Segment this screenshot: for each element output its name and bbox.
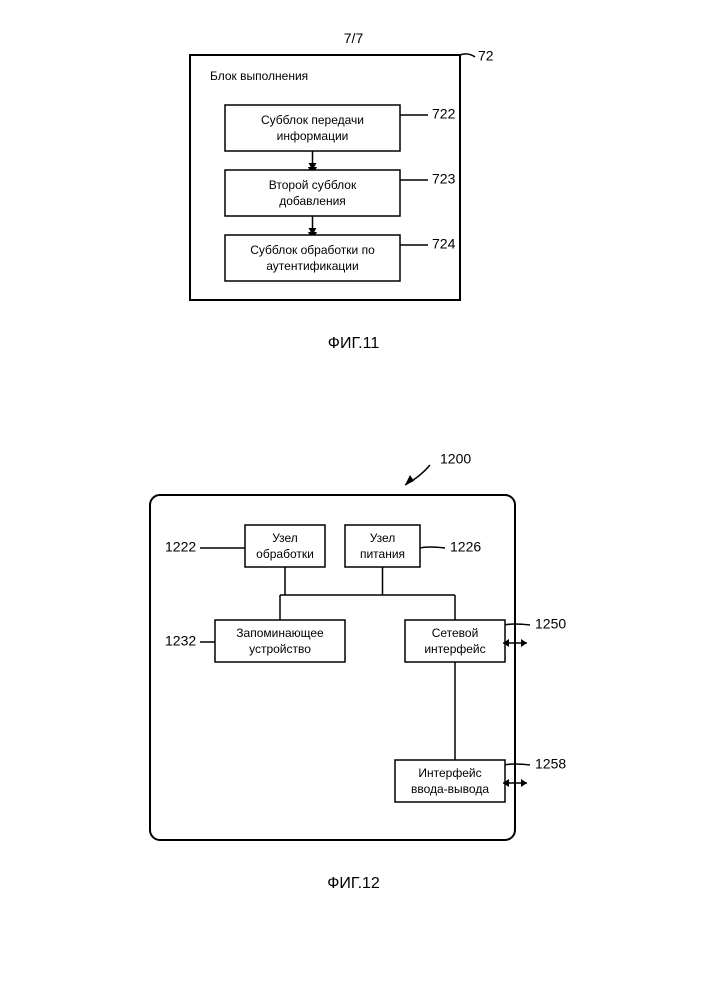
figure-12: 1200 Узел обработки 1222 Узел питания 1226 Запо…: [0, 430, 707, 930]
fig12-node-mem-label-line1: Запоминающее: [236, 626, 324, 640]
fig12-node-power-label-line1: Узел: [370, 531, 396, 545]
fig12-node-ioif-label-line1: Интерфейс: [418, 766, 481, 780]
fig11-subblock-0-label-line1: Субблок передачи: [261, 113, 364, 127]
fig12-ref-netif: 1250: [535, 616, 566, 632]
fig12-bidir-netif-headR: [521, 639, 527, 647]
fig12-node-proc-label-line1: Узел: [272, 531, 298, 545]
fig11-title: Блок выполнения: [210, 69, 308, 83]
fig11-subblock-0: [225, 105, 400, 151]
fig12-node-proc-label-line2: обработки: [256, 547, 314, 561]
fig11-subblock-0-label-line2: информации: [277, 129, 349, 143]
fig11-outer-ref: 72: [478, 48, 494, 64]
figure-11: 72 Блок выполнения Субблок передачи инфор…: [0, 0, 707, 380]
fig12-node-mem-label-line2: устройство: [249, 642, 311, 656]
fig11-subblock-2-label-line2: аутентификации: [266, 259, 358, 273]
fig12-ref-power: 1226: [450, 539, 481, 555]
fig11-subblock-2-label-line1: Субблок обработки по: [250, 243, 375, 257]
fig12-node-netif-label-line2: интерфейс: [424, 642, 485, 656]
fig12-node-ioif-label-line2: ввода-вывода: [411, 782, 489, 796]
fig12-node-power-label-line2: питания: [360, 547, 405, 561]
fig12-ref-mem: 1232: [165, 633, 196, 649]
fig11-subblock-1-label-line2: добавления: [279, 194, 346, 208]
fig11-subblock-1-ref: 723: [432, 171, 456, 187]
fig12-leader-ioif: [505, 764, 530, 765]
fig11-subblock-0-ref: 722: [432, 106, 456, 122]
fig12-arrowhead-1200: [405, 475, 414, 485]
fig12-ref-1200: 1200: [440, 451, 471, 467]
fig11-subblock-1-label-line1: Второй субблок: [269, 178, 357, 192]
fig11-outer-leader: [460, 54, 475, 57]
page: 7/7 72 Блок выполнения Субблок передачии…: [0, 0, 707, 1000]
fig11-subblock-2-ref: 724: [432, 236, 456, 252]
fig12-node-netif-label-line1: Сетевой: [432, 626, 479, 640]
fig12-caption: ФИГ.12: [0, 875, 707, 893]
fig11-subblock-1: [225, 170, 400, 216]
fig12-bidir-ioif-headR: [521, 779, 527, 787]
fig12-ref-proc: 1222: [165, 539, 196, 555]
fig11-caption: ФИГ.11: [0, 335, 707, 353]
fig11-subblock-2: [225, 235, 400, 281]
fig12-ref-ioif: 1258: [535, 756, 566, 772]
fig12-leader-netif: [505, 624, 530, 625]
